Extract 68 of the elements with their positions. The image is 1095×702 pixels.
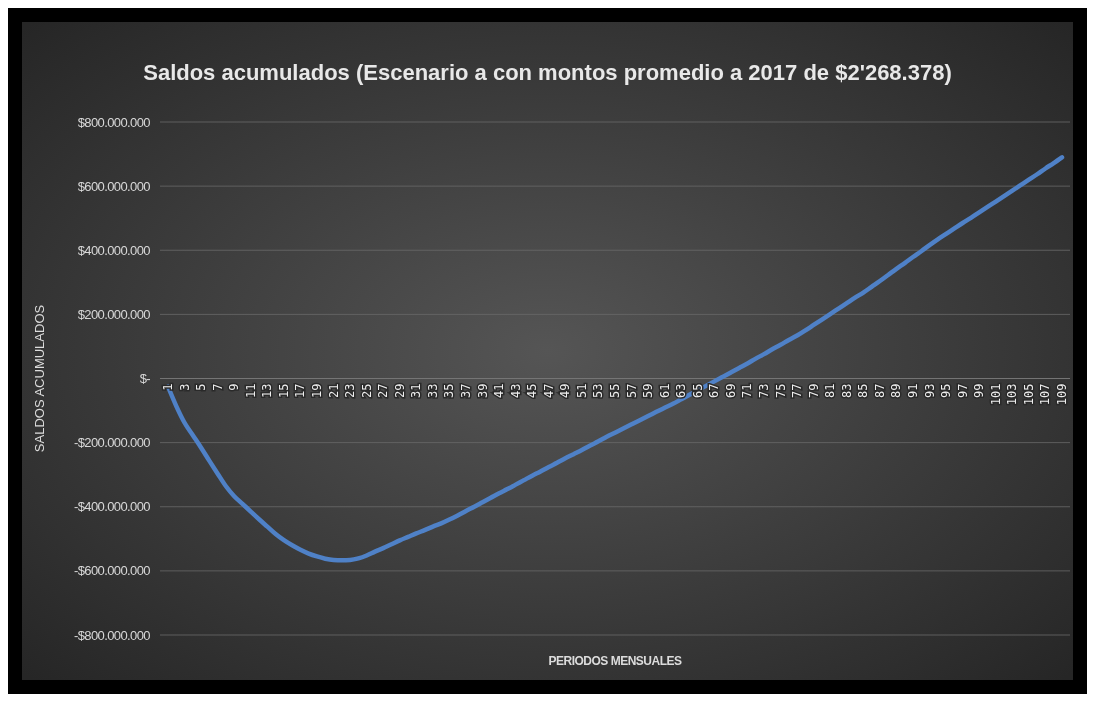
y-tick-label: -$400.000.000 [73, 499, 151, 515]
x-tick-label: 73 [757, 383, 771, 398]
y-tick-label: -$600.000.000 [73, 563, 151, 579]
x-tick-label: 51 [574, 383, 589, 398]
x-tick-label: 7 [210, 383, 225, 391]
y-tick-label: -$800.000.000 [73, 627, 151, 643]
x-tick-label: 31 [409, 383, 424, 398]
x-tick-label: 11 [243, 383, 258, 398]
x-tick-label: 61 [657, 383, 672, 398]
x-tick-label: 75 [773, 383, 788, 398]
x-tick-label: 33 [425, 383, 440, 398]
x-tick-label: 13 [260, 383, 275, 398]
x-tick-label: 65 [690, 383, 705, 398]
y-tick-label: $800.000.000 [77, 114, 151, 130]
x-tick-label: 27 [376, 383, 391, 398]
x-tick-label: 69 [723, 383, 738, 398]
x-tick-label: 5 [194, 383, 209, 391]
x-tick-label: 59 [641, 383, 656, 398]
x-tick-label: 63 [674, 383, 689, 398]
x-tick-label: 29 [392, 383, 407, 398]
x-tick-label: 107 [1038, 383, 1053, 406]
x-tick-label: 57 [624, 383, 639, 398]
x-tick-label: 19 [310, 383, 324, 398]
x-tick-label: 17 [293, 383, 308, 398]
chart-title: Saldos acumulados (Escenario a con montos promedio a 2017 de $2'268.378) [143, 60, 952, 85]
x-tick-label: 93 [922, 383, 937, 398]
y-tick-label: $200.000.000 [77, 306, 151, 322]
y-tick-label: $- [139, 371, 151, 387]
x-tick-label: 43 [508, 383, 523, 398]
x-tick-label: 83 [839, 383, 854, 398]
x-tick-label: 15 [276, 383, 291, 398]
x-tick-label: 109 [1055, 383, 1069, 406]
x-tick-label: 9 [227, 383, 242, 391]
x-tick-label: 105 [1021, 383, 1036, 406]
x-tick-label: 77 [790, 383, 805, 398]
x-tick-label: 97 [955, 383, 970, 398]
x-tick-label: 47 [541, 383, 556, 398]
x-tick-label: 101 [988, 383, 1003, 406]
y-tick-label: $400.000.000 [77, 242, 151, 258]
x-tick-label: 85 [856, 383, 871, 398]
x-axis-title: PERIODOS MENSUALES [548, 654, 682, 668]
x-tick-label: 67 [707, 383, 722, 398]
x-tick-label: 99 [972, 383, 987, 398]
y-tick-label: $600.000.000 [77, 178, 151, 194]
x-tick-label: 41 [492, 383, 507, 398]
x-tick-label: 89 [889, 383, 904, 398]
x-tick-label: 25 [359, 383, 374, 398]
x-tick-label: 45 [525, 383, 540, 398]
x-tick-label: 39 [475, 383, 490, 398]
x-tick-label: 79 [806, 383, 821, 398]
x-tick-label: 23 [343, 383, 358, 398]
y-axis-title: SALDOS ACUMULADOS [32, 304, 47, 453]
x-tick-label: 1 [161, 383, 175, 391]
x-tick-label: 95 [939, 383, 954, 398]
x-tick-label: 53 [591, 383, 606, 398]
x-tick-label: 87 [872, 383, 887, 398]
x-tick-label: 81 [823, 383, 838, 398]
x-tick-label: 71 [740, 383, 755, 398]
x-tick-label: 91 [906, 383, 920, 398]
line-series [165, 155, 1065, 563]
x-tick-label: 3 [177, 383, 192, 391]
x-tick-label: 21 [326, 383, 341, 398]
y-tick-label: -$200.000.000 [73, 435, 151, 451]
x-tick-label: 37 [459, 383, 473, 398]
x-tick-label: 55 [608, 383, 622, 398]
x-tick-label: 49 [558, 383, 573, 398]
x-tick-label: 35 [442, 383, 457, 398]
x-tick-label: 103 [1005, 383, 1020, 406]
